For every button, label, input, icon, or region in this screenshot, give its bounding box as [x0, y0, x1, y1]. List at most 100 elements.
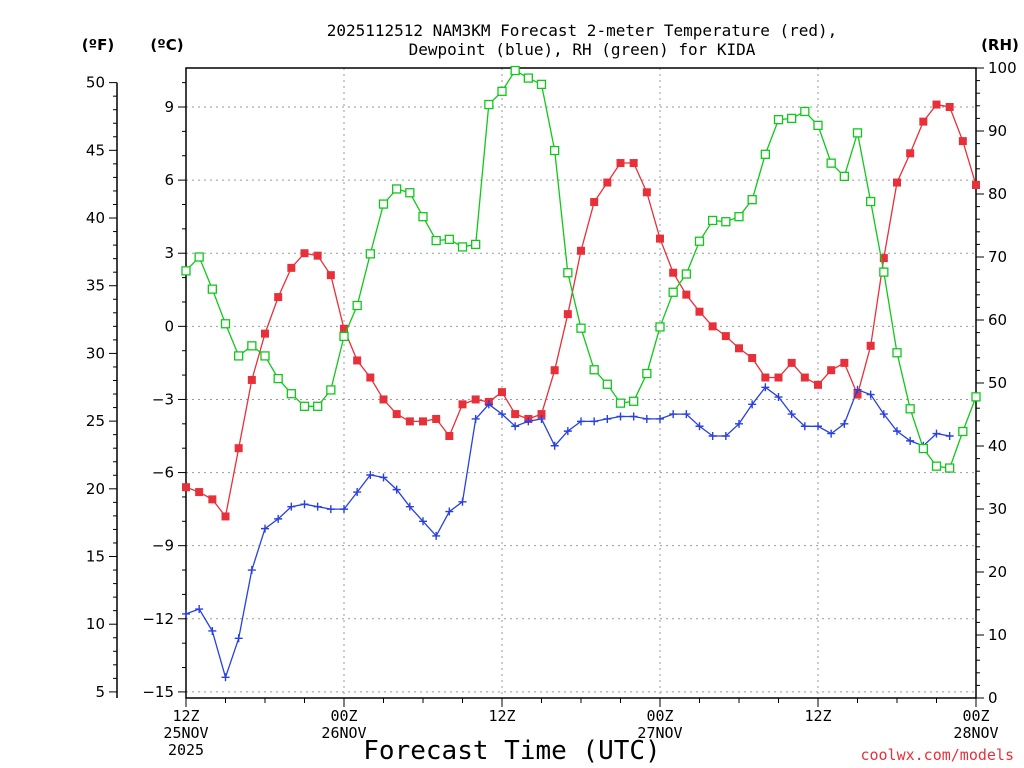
rh-data-point	[694, 236, 705, 246]
dewpoint-data-point	[208, 626, 217, 635]
rh-data-point	[431, 235, 441, 246]
temperature-data-point	[458, 400, 467, 409]
temperature-data-point	[221, 512, 230, 521]
rh-tick-label: 60	[988, 311, 1007, 329]
rh-data-point	[734, 212, 744, 222]
temperature-data-point	[932, 100, 941, 109]
temperature-data-point	[972, 180, 980, 189]
rh-data-point	[576, 323, 586, 333]
temperature-data-point	[353, 356, 362, 365]
temperature-data-point	[787, 358, 796, 367]
rh-data-point	[313, 401, 323, 411]
temperature-data-point	[471, 395, 480, 404]
rh-data-point	[299, 401, 310, 411]
fahrenheit-tick-label: 20	[86, 480, 105, 498]
rh-tick-label: 80	[988, 185, 1007, 203]
celsius-tick-label: −12	[142, 610, 174, 628]
dewpoint-data-point	[340, 505, 348, 514]
temperature-data-point	[590, 198, 599, 207]
rh-data-point	[721, 217, 731, 227]
dewpoint-data-point	[814, 422, 822, 431]
temperature-data-point	[748, 354, 757, 363]
temperature-data-point	[840, 358, 849, 367]
celsius-tick-label: 9	[164, 98, 174, 116]
rh-data-point	[220, 319, 231, 329]
rh-data-point	[484, 99, 494, 110]
rh-data-point	[234, 351, 244, 361]
rh-data-point	[405, 188, 415, 198]
dewpoint-data-point	[182, 609, 190, 618]
dewpoint-data-point	[669, 410, 678, 419]
fahrenheit-tick-label: 30	[86, 344, 105, 362]
time-tick-label: 00Z	[646, 707, 673, 725]
temperature-data-point	[682, 290, 691, 299]
temperature-data-point	[537, 410, 546, 419]
dewpoint-data-point	[392, 485, 401, 494]
rh-data-point	[615, 398, 626, 408]
dewpoint-data-point	[761, 383, 770, 392]
rh-data-point	[247, 341, 257, 351]
fahrenheit-tick-label: 40	[86, 209, 105, 227]
rh-tick-label: 0	[988, 689, 998, 707]
temperature-data-point	[247, 375, 256, 384]
temperature-data-point	[945, 102, 954, 111]
fahrenheit-tick-label: 25	[86, 412, 105, 430]
rh-data-point	[760, 149, 770, 159]
rh-data-point	[181, 266, 191, 276]
dewpoint-data-point	[932, 429, 941, 438]
rh-data-point	[194, 252, 204, 262]
temperature-data-point	[708, 322, 717, 331]
temperature-data-point	[274, 293, 283, 302]
axes: 50454035302520151059630−3−6−9−12−1510090…	[86, 59, 1017, 759]
dewpoint-data-point	[287, 502, 296, 511]
rh-data-point	[536, 79, 547, 90]
temperature-data-point	[498, 388, 506, 397]
rh-data-point	[787, 113, 797, 124]
dewpoint-data-point	[656, 414, 664, 423]
rh-data-point	[668, 287, 678, 297]
rh-data-point	[708, 215, 718, 226]
dewpoint-data-point	[353, 488, 362, 497]
temperature-data-point	[392, 410, 401, 419]
dewpoint-data-point	[853, 385, 862, 394]
dewpoint-data-point	[642, 414, 651, 423]
dewpoint-data-point	[879, 410, 888, 419]
rh-data-point	[892, 348, 902, 358]
temperature-data-point	[208, 495, 217, 504]
time-tick-label: 00Z	[962, 707, 989, 725]
dewpoint-data-point	[603, 414, 612, 423]
dewpoint-data-point	[247, 566, 256, 575]
rh-data-point	[365, 249, 375, 259]
dewpoint-data-point	[774, 393, 783, 402]
fahrenheit-tick-label: 50	[86, 74, 105, 92]
temperature-series-line	[185, 103, 977, 518]
dewpoint-data-point	[616, 412, 625, 421]
rh-data-point	[931, 461, 942, 471]
time-tick-label: 00Z	[330, 707, 357, 725]
temperature-data-point	[879, 254, 888, 263]
dewpoint-data-point	[300, 500, 309, 509]
dewpoint-data-point	[748, 400, 757, 409]
temperature-data-point	[195, 488, 204, 497]
dewpoint-data-point	[366, 471, 375, 480]
dewpoint-data-point	[511, 422, 520, 431]
source-credit: coolwx.com/models	[860, 746, 1014, 764]
rh-tick-label: 100	[988, 59, 1017, 77]
temperature-data-point	[919, 117, 928, 126]
rh-tick-label: 90	[988, 122, 1007, 140]
grid-lines	[185, 68, 977, 698]
rh-data-point	[655, 322, 665, 332]
time-tick-label: 12Z	[488, 707, 515, 725]
temperature-data-point	[366, 373, 375, 382]
temperature-data-point	[761, 373, 770, 382]
dewpoint-data-point	[629, 412, 638, 421]
dewpoint-data-point	[445, 507, 454, 516]
time-tick-label: 2025	[168, 741, 204, 759]
celsius-tick-label: 0	[164, 317, 174, 335]
chart-title-line-2: Dewpoint (blue), RH (green) for KIDA	[409, 40, 756, 59]
rh-data-point	[563, 268, 573, 278]
fahrenheit-tick-label: 5	[95, 683, 105, 701]
dewpoint-data-point	[708, 432, 717, 441]
temperature-data-point	[853, 390, 862, 399]
rh-data-point	[352, 300, 362, 311]
